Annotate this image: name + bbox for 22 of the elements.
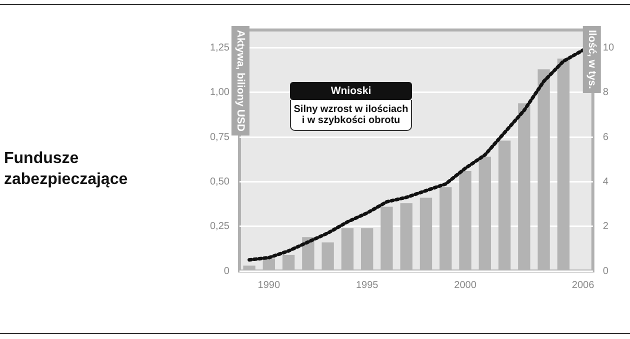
y2-axis-title: Ilość, w tys. [586,30,598,90]
y-tick-label: 0,75 [210,132,230,143]
y-tick-label: 1,00 [210,87,230,98]
y-tick-label: 0,25 [210,221,230,232]
x-tick-label: 1990 [258,280,280,291]
y2-tick-label: 0 [602,266,609,277]
annotation: Wnioski [290,82,412,100]
x-tick-label: 1995 [356,280,379,291]
x-tick-label: 2006 [572,280,595,291]
y2-tick-label: 4 [602,176,609,188]
y2-tick-label: 8 [602,87,609,98]
line-series [248,48,585,262]
y2-tick-label: 10 [602,42,614,54]
y-tick-label: 0 [224,266,230,277]
y-tick-label: 0,50 [210,176,230,188]
text: Fundusze zabezpieczające [4,149,129,190]
y-axis-title: Aktywa, biliony USD [234,30,247,132]
x-tick-label: 2000 [454,280,477,291]
y2-tick-label: 6 [602,132,609,143]
y-tick-label: 1,25 [210,42,230,54]
y2-tick-label: 2 [602,221,609,232]
annotation: Silny wzrost w ilościach i w szybkości obrotu [290,100,412,131]
